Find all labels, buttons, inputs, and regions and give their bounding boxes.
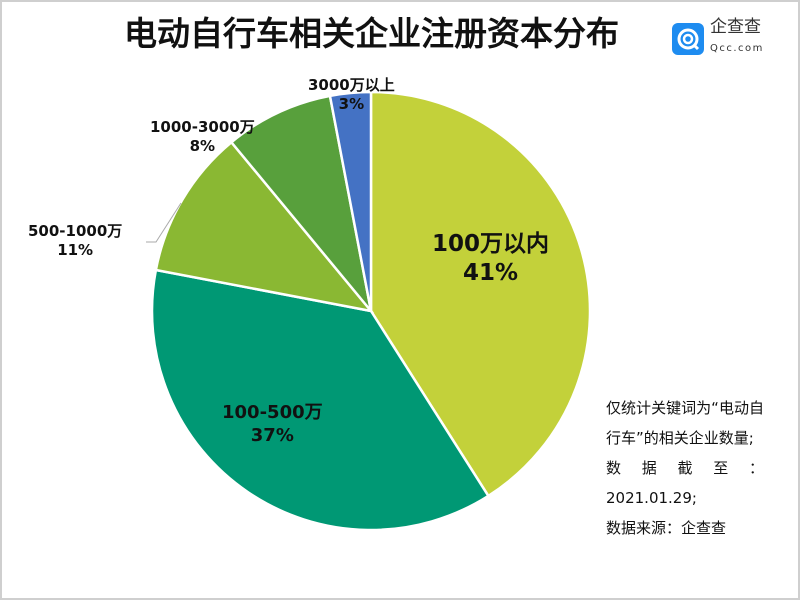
pie-slice-3 [229, 94, 373, 312]
logo-url: Qcc.com [710, 43, 764, 54]
pie-slice-2 [154, 140, 375, 313]
slice-label-2: 500-1000万 11% [28, 222, 123, 259]
slice-label-4: 3000万以上 3% [308, 76, 395, 113]
note-date: 数据截至：2021.01.29; [606, 459, 764, 507]
pie-slice-1 [150, 268, 491, 532]
pie-slice-0 [369, 90, 592, 498]
slice-label-3: 1000-3000万 8% [150, 118, 255, 155]
note-source: 数据来源：企查查 [606, 519, 727, 537]
leader-line [146, 202, 182, 243]
slice-label-1: 100-500万 37% [222, 402, 323, 446]
note-scope: 仅统计关键词为“电动自行车”的相关企业数量; [606, 399, 764, 447]
pie-slice-4 [328, 90, 373, 312]
qcc-logo-icon [672, 23, 704, 55]
chart-title: 电动自行车相关企业注册资本分布 [124, 14, 619, 53]
slice-label-0: 100万以内 41% [432, 231, 550, 286]
footnote: 仅统计关键词为“电动自行车”的相关企业数量; 数据截至：2021.01.29; … [606, 393, 764, 543]
logo-text: 企查查 [710, 17, 761, 37]
